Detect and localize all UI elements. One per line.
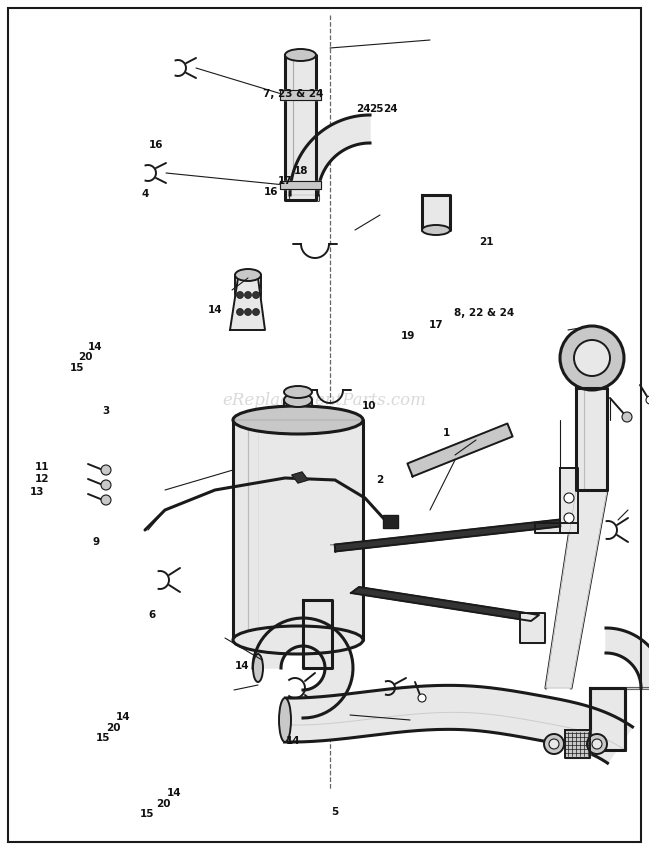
Polygon shape	[290, 195, 318, 200]
Circle shape	[622, 412, 632, 422]
Text: 16: 16	[149, 139, 164, 150]
Text: 5: 5	[331, 807, 338, 817]
Text: 8, 22 & 24: 8, 22 & 24	[454, 308, 515, 318]
Circle shape	[549, 739, 559, 749]
Circle shape	[564, 513, 574, 523]
Polygon shape	[520, 613, 545, 643]
Text: 16: 16	[263, 187, 278, 197]
Circle shape	[418, 694, 426, 702]
Circle shape	[574, 340, 610, 376]
Text: 25: 25	[369, 104, 383, 114]
Circle shape	[236, 309, 243, 315]
Circle shape	[245, 292, 252, 298]
Ellipse shape	[285, 49, 316, 61]
Circle shape	[236, 292, 243, 298]
Text: 10: 10	[362, 401, 376, 411]
Polygon shape	[565, 730, 590, 758]
Text: 11: 11	[35, 462, 49, 472]
Text: 17: 17	[278, 176, 293, 186]
Text: 21: 21	[479, 237, 493, 247]
Ellipse shape	[284, 386, 312, 398]
Circle shape	[245, 309, 252, 315]
Text: 15: 15	[96, 733, 110, 743]
Text: 4: 4	[141, 189, 149, 199]
Text: 14: 14	[208, 305, 223, 315]
Ellipse shape	[284, 393, 312, 407]
Text: 9: 9	[92, 537, 99, 547]
Text: eReplacementParts.com: eReplacementParts.com	[222, 392, 426, 409]
Text: 14: 14	[88, 342, 103, 352]
Polygon shape	[290, 115, 370, 195]
Text: 14: 14	[286, 736, 300, 746]
Polygon shape	[285, 55, 316, 200]
Text: 19: 19	[400, 331, 415, 341]
Polygon shape	[383, 515, 398, 528]
Polygon shape	[335, 519, 560, 552]
Text: 18: 18	[294, 166, 308, 176]
Polygon shape	[292, 472, 308, 483]
Ellipse shape	[233, 406, 363, 434]
Text: 7, 23 & 24: 7, 23 & 24	[263, 88, 323, 99]
Polygon shape	[408, 423, 513, 477]
Text: 20: 20	[156, 799, 170, 809]
Circle shape	[101, 480, 111, 490]
Text: 3: 3	[103, 405, 110, 416]
Text: 1: 1	[443, 428, 450, 438]
Circle shape	[101, 495, 111, 505]
Text: 12: 12	[35, 474, 49, 484]
Text: 24: 24	[383, 104, 398, 114]
Ellipse shape	[233, 626, 363, 654]
Text: 20: 20	[79, 352, 93, 362]
Circle shape	[587, 734, 607, 754]
Text: 17: 17	[428, 320, 443, 330]
Polygon shape	[280, 90, 321, 100]
Polygon shape	[576, 388, 607, 490]
Ellipse shape	[235, 269, 261, 281]
Circle shape	[252, 309, 260, 315]
Circle shape	[544, 734, 564, 754]
Ellipse shape	[253, 654, 263, 682]
Polygon shape	[233, 420, 363, 640]
Polygon shape	[606, 628, 649, 688]
Text: 14: 14	[235, 661, 250, 672]
Text: 6: 6	[148, 609, 155, 620]
Polygon shape	[230, 278, 265, 330]
Text: 14: 14	[167, 788, 182, 798]
Text: 24: 24	[356, 104, 371, 114]
Text: 2: 2	[376, 475, 384, 485]
Polygon shape	[280, 181, 321, 189]
Text: 14: 14	[116, 711, 130, 722]
Circle shape	[101, 465, 111, 475]
Polygon shape	[560, 468, 578, 533]
Polygon shape	[253, 618, 353, 718]
Circle shape	[592, 739, 602, 749]
Polygon shape	[285, 685, 633, 763]
Polygon shape	[351, 587, 539, 621]
Ellipse shape	[279, 698, 291, 742]
Polygon shape	[303, 600, 332, 668]
Polygon shape	[422, 195, 450, 230]
Polygon shape	[590, 688, 625, 750]
Circle shape	[564, 493, 574, 503]
Circle shape	[560, 326, 624, 390]
Text: 15: 15	[140, 809, 154, 819]
Text: 13: 13	[30, 487, 44, 497]
Polygon shape	[546, 490, 607, 688]
Circle shape	[252, 292, 260, 298]
Circle shape	[646, 396, 649, 404]
Text: 15: 15	[69, 363, 84, 373]
Ellipse shape	[422, 225, 450, 235]
Text: 20: 20	[106, 722, 120, 733]
Polygon shape	[535, 523, 578, 533]
